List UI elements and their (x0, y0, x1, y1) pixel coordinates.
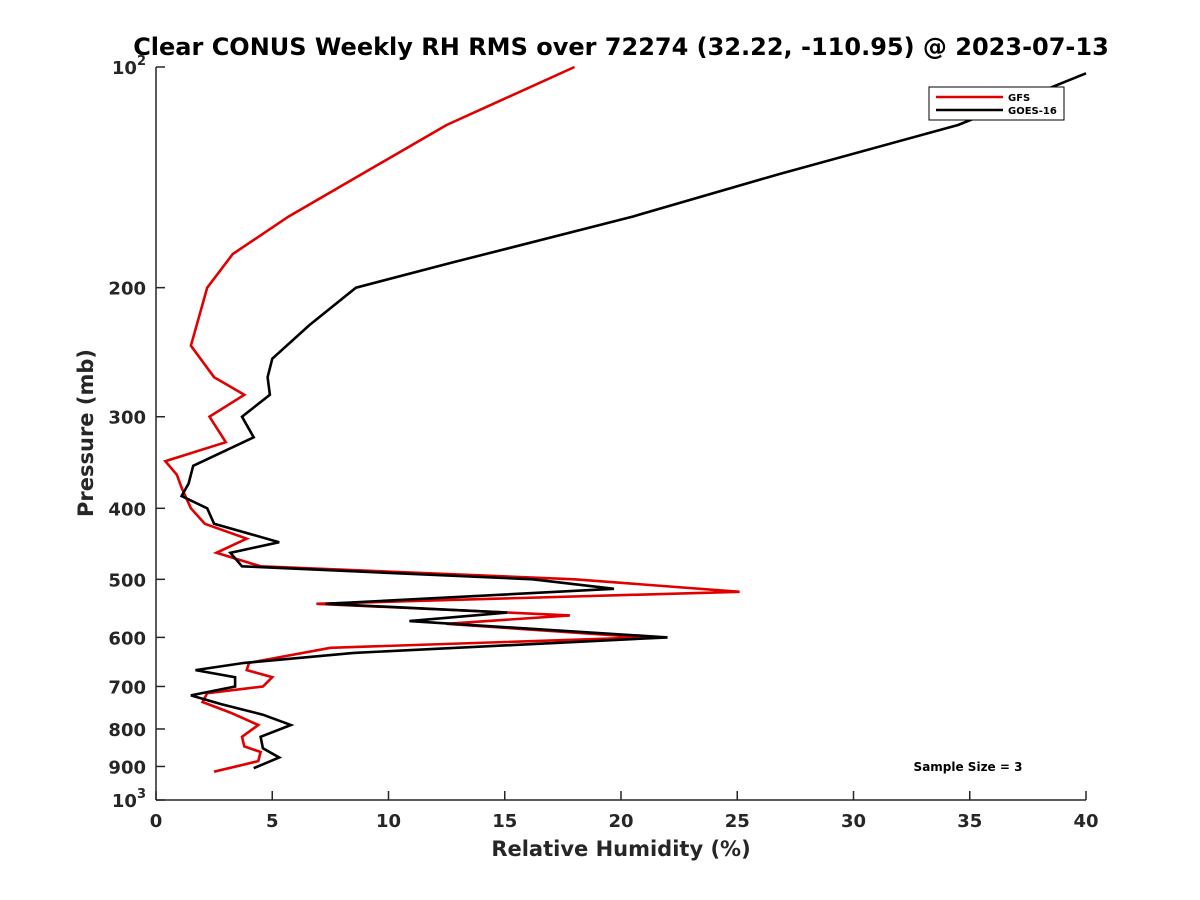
x-tick-label: 20 (608, 811, 633, 832)
y-tick-label: 103 (112, 787, 146, 812)
y-tick-label: 900 (108, 757, 146, 778)
chart-title: Clear CONUS Weekly RH RMS over 72274 (32… (133, 33, 1109, 61)
series-line-goes-16 (179, 72, 1087, 770)
y-tick-label: 600 (108, 628, 146, 649)
x-tick-label: 0 (150, 811, 163, 832)
x-tick-label: 15 (492, 811, 517, 832)
y-tick-label: 800 (108, 720, 146, 741)
legend: GFS GOES-16 (928, 86, 1065, 121)
x-tick-label: 10 (376, 811, 401, 832)
y-axis-label: Pressure (mb) (74, 349, 98, 517)
legend-label-gfs: GFS (1008, 93, 1030, 104)
x-tick-label: 40 (1073, 811, 1098, 832)
sample-size-annotation: Sample Size = 3 (914, 760, 1023, 774)
series-layer (163, 65, 1087, 773)
x-tick-label: 25 (725, 811, 750, 832)
y-tick-label: 200 (108, 279, 146, 300)
y-tick-label: 400 (108, 499, 146, 520)
y-tick-label: 700 (108, 677, 146, 698)
ticks-layer: 0 5 10 15 20 25 30 35 40 102 200 300 400 500 600 700 800… (108, 54, 1098, 832)
legend-box (928, 86, 1065, 121)
y-tick-label: 300 (108, 408, 146, 429)
plot-area (156, 67, 1086, 800)
legend-label-goes16: GOES-16 (1008, 106, 1057, 117)
series-line-gfs (163, 65, 740, 773)
x-tick-label: 5 (266, 811, 279, 832)
x-tick-label: 30 (841, 811, 866, 832)
x-tick-label: 35 (957, 811, 982, 832)
y-tick-label: 500 (108, 570, 146, 591)
y-tick-label: 102 (112, 54, 146, 79)
x-axis-label: Relative Humidity (%) (491, 837, 750, 861)
